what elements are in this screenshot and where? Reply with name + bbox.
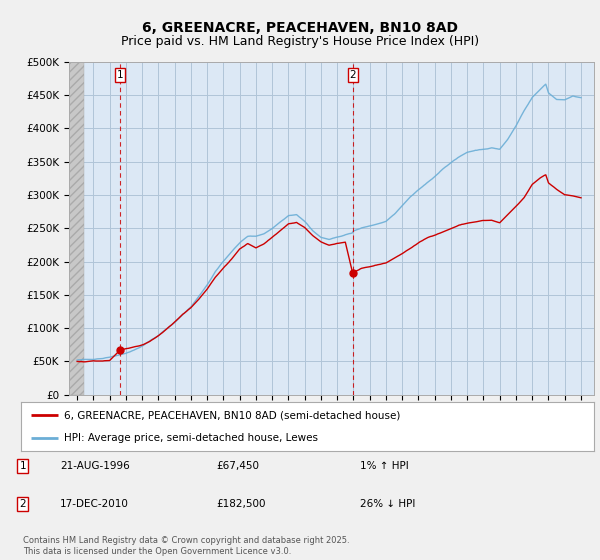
Text: 1: 1 xyxy=(116,70,123,80)
Text: 21-AUG-1996: 21-AUG-1996 xyxy=(60,461,130,471)
Text: Price paid vs. HM Land Registry's House Price Index (HPI): Price paid vs. HM Land Registry's House … xyxy=(121,35,479,48)
Text: Contains HM Land Registry data © Crown copyright and database right 2025.
This d: Contains HM Land Registry data © Crown c… xyxy=(23,536,349,556)
Text: 6, GREENACRE, PEACEHAVEN, BN10 8AD: 6, GREENACRE, PEACEHAVEN, BN10 8AD xyxy=(142,21,458,35)
Text: 1: 1 xyxy=(19,461,26,471)
Text: £67,450: £67,450 xyxy=(216,461,259,471)
Bar xyxy=(69,62,83,395)
Text: 6, GREENACRE, PEACEHAVEN, BN10 8AD (semi-detached house): 6, GREENACRE, PEACEHAVEN, BN10 8AD (semi… xyxy=(64,410,400,421)
Text: 26% ↓ HPI: 26% ↓ HPI xyxy=(360,499,415,509)
Text: 2: 2 xyxy=(349,70,356,80)
Text: 1% ↑ HPI: 1% ↑ HPI xyxy=(360,461,409,471)
Text: 17-DEC-2010: 17-DEC-2010 xyxy=(60,499,129,509)
Text: HPI: Average price, semi-detached house, Lewes: HPI: Average price, semi-detached house,… xyxy=(64,433,318,444)
Text: 2: 2 xyxy=(19,499,26,509)
Text: £182,500: £182,500 xyxy=(216,499,265,509)
